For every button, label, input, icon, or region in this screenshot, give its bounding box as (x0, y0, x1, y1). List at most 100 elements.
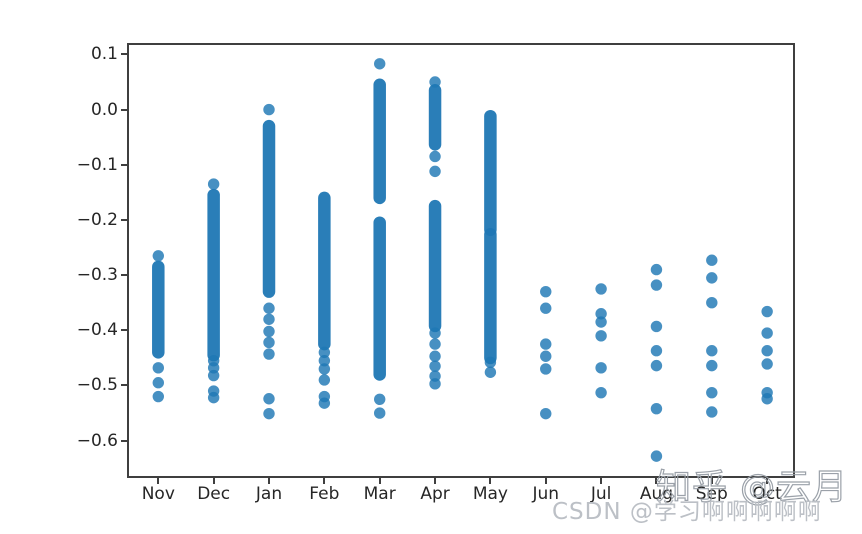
y-tick-label: −0.4 (76, 320, 118, 341)
scatter-point (263, 348, 275, 360)
scatter-point (374, 58, 386, 70)
scatter-point (706, 359, 718, 372)
scatter-point (429, 378, 441, 390)
scatter-point (761, 358, 773, 370)
x-tick-label: Jan (255, 484, 283, 504)
y-tick-label: 0.1 (90, 44, 118, 65)
x-tick-label: Jul (590, 484, 612, 504)
x-tick-mark (378, 478, 381, 484)
scatter-point (761, 327, 773, 339)
scatter-point (650, 279, 663, 291)
x-tick-mark (766, 478, 769, 484)
scatter-point (263, 407, 275, 420)
x-tick-mark (600, 478, 603, 484)
scatter-point (595, 330, 607, 342)
scatter-point (374, 393, 386, 405)
scatter-point (595, 316, 607, 328)
scatter-point (650, 450, 663, 462)
x-tick-mark (323, 478, 326, 484)
x-tick-mark (268, 478, 270, 484)
scatter-point (540, 363, 552, 375)
x-tick-mark (655, 478, 658, 484)
scatter-point (540, 338, 552, 350)
x-tick-mark (212, 478, 215, 484)
scatter-point (761, 393, 773, 405)
scatter-point (152, 377, 164, 389)
y-tick-mark (121, 439, 127, 442)
scatter-point (706, 297, 718, 309)
scatter-point (429, 350, 441, 362)
y-tick-label: −0.2 (76, 209, 118, 230)
csdn-watermark: CSDN @学习啊啊啊啊啊 (552, 499, 822, 525)
scatter-point (650, 263, 663, 276)
scatter-point (706, 386, 718, 399)
scatter-point (318, 374, 331, 386)
x-tick-label: Mar (363, 484, 396, 504)
scatter-point (650, 359, 663, 372)
scatter-point (484, 366, 497, 378)
scatter-point (152, 362, 164, 374)
scatter-points-layer (152, 58, 773, 462)
x-tick-label: May (472, 484, 508, 504)
y-tick-mark (121, 108, 127, 111)
y-tick-mark (121, 218, 127, 221)
x-tick-label: Oct (752, 484, 782, 504)
y-tick-label: −0.1 (76, 154, 118, 175)
scatter-point (263, 336, 275, 349)
x-tick-label: Jun (532, 484, 560, 504)
x-tick-mark (710, 478, 713, 484)
scatter-point (318, 354, 331, 367)
scatter-point (263, 393, 275, 405)
scatter-point (429, 327, 441, 339)
scatter-point (706, 272, 718, 284)
scatter-point (152, 390, 164, 403)
scatter-point (595, 386, 607, 399)
scatter-point (595, 308, 607, 320)
scatter-point (429, 338, 441, 350)
scatter-point (706, 345, 718, 357)
y-tick-label: −0.6 (76, 430, 118, 451)
x-tick-label: Sep (695, 484, 728, 504)
scatter-point (650, 345, 663, 357)
x-tick-mark (157, 478, 160, 484)
x-tick-label: Apr (420, 484, 450, 504)
x-tick-mark (489, 478, 492, 484)
scatter-point (429, 76, 441, 88)
zhihu-watermark: 知乎 @云月 (655, 467, 849, 508)
y-tick-label: 0.0 (90, 99, 118, 120)
scatter-point (484, 356, 497, 369)
scatter-point (540, 407, 552, 420)
scatter-point (429, 360, 441, 372)
scatter-point (429, 165, 441, 178)
scatter-point (761, 345, 773, 357)
x-tick-label: Dec (197, 484, 231, 504)
scatter-point (207, 369, 220, 382)
y-tick-mark (121, 53, 127, 56)
y-tick-mark (121, 274, 127, 277)
scatter-point (650, 402, 663, 415)
scatter-point (152, 250, 164, 262)
scatter-point (207, 391, 220, 404)
plot-area (127, 43, 795, 478)
scatter-point (761, 305, 773, 318)
x-tick-label: Aug (639, 484, 674, 504)
scatter-point (706, 254, 718, 266)
scatter-point (706, 406, 718, 418)
y-tick-label: −0.5 (76, 375, 118, 396)
x-tick-mark (434, 478, 437, 484)
y-tick-label: −0.3 (76, 265, 118, 286)
y-tick-mark (121, 329, 127, 332)
scatter-point (263, 313, 275, 325)
scatter-point (207, 178, 220, 190)
scatter-point (318, 363, 331, 375)
x-tick-label: Nov (141, 484, 175, 504)
y-tick-mark (121, 163, 127, 166)
scatter-point (374, 407, 386, 419)
scatter-point (540, 350, 552, 362)
scatter-point (540, 302, 552, 314)
scatter-point (540, 285, 552, 298)
scatter-point (263, 103, 275, 116)
scatter-point (595, 283, 607, 295)
scatter-point (318, 346, 331, 359)
x-tick-mark (544, 478, 547, 484)
